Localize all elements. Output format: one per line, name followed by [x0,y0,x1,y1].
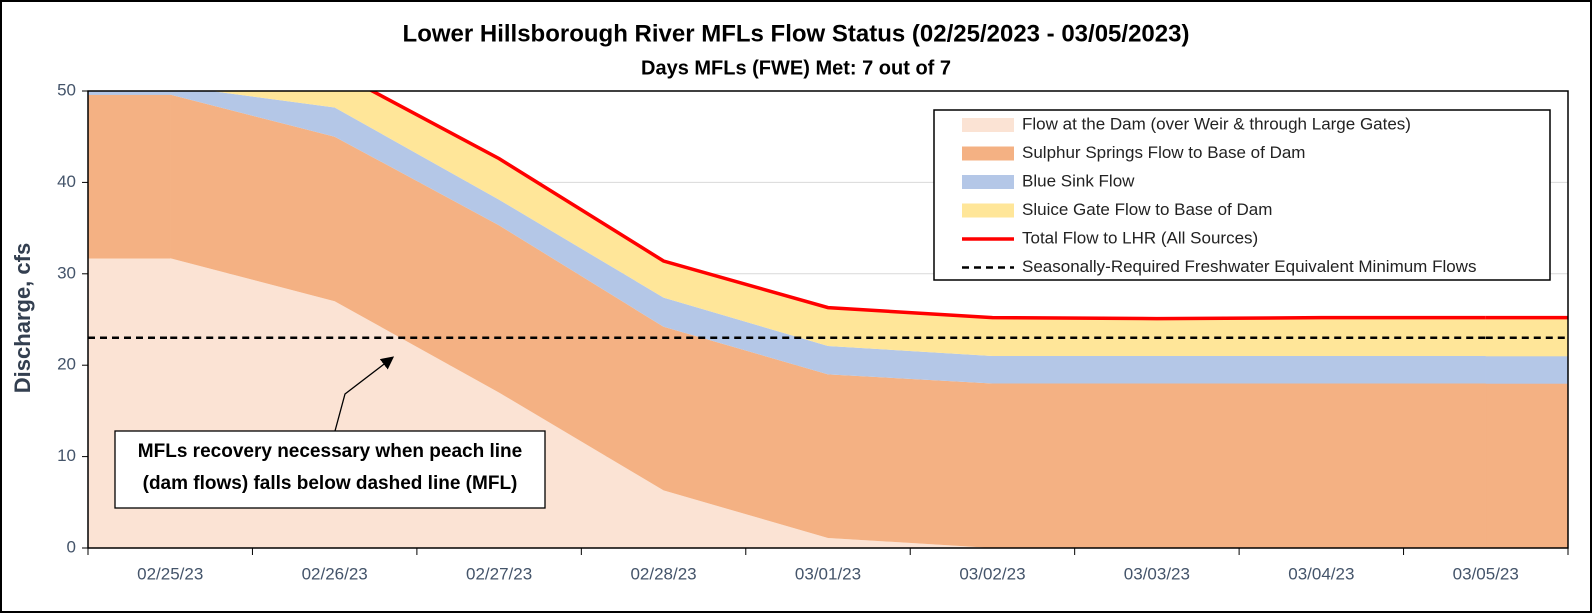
area-edge [88,94,171,259]
line-edge [1485,315,1568,320]
area [170,94,1486,548]
area [211,91,1486,357]
y-tick-label: 20 [57,355,76,374]
axes: 0 10 20 30 40 50 02/25/23 02/26/23 02/27/23 02/28… [57,80,1569,583]
x-tick-label: 03/05/23 [1453,564,1519,583]
area-edge [88,91,171,95]
x-tick-label: 03/01/23 [795,564,861,583]
legend-swatch [962,118,1014,132]
y-tick-label: 50 [57,80,76,99]
y-tick-label: 0 [67,537,76,556]
chart-subtitle: Days MFLs (FWE) Met: 7 out of 7 [641,57,951,79]
x-tick-label: 03/04/23 [1288,564,1354,583]
plot-border [87,90,1569,549]
legend-swatch [962,203,1014,218]
annotation-box [114,430,546,509]
x-tick-label: 03/03/23 [1124,564,1190,583]
annotation-text: (dam flows) falls below dashed line (MFL… [143,473,518,494]
x-tick-label: 02/26/23 [302,564,368,583]
legend-label: Sulphur Springs Flow to Base of Dam [1022,143,1305,162]
legend-box [933,109,1551,281]
x-tick-label: 02/28/23 [630,564,696,583]
legend-label: Sluice Gate Flow to Base of Dam [1022,200,1272,219]
legend-label: Blue Sink Flow [1022,171,1135,190]
x-tick-label: 02/25/23 [137,564,203,583]
area [170,91,1486,384]
legend-label: Seasonally-Required Freshwater Equivalen… [1022,257,1476,276]
area-edge [1485,355,1568,384]
annotation-arrow [334,356,395,432]
legend-swatch [962,175,1014,189]
x-tick-label: 02/27/23 [466,564,532,583]
y-tick-label: 10 [57,446,76,465]
area-edge [1485,383,1568,548]
legend-label: Flow at the Dam (over Weir & through Lar… [1022,114,1411,133]
legend-label: Total Flow to LHR (All Sources) [1022,228,1258,247]
y-axis-label: Discharge, cfs [10,243,35,393]
chart-title: Lower Hillsborough River MFLs Flow Statu… [403,20,1190,47]
y-tick-label: 30 [57,263,76,282]
y-tick-label: 40 [57,172,76,191]
legend-swatch [962,146,1014,161]
x-tick-label: 03/02/23 [959,564,1025,583]
total-line [368,91,1486,321]
annotation-text: MFLs recovery necessary when peach line [138,441,522,462]
